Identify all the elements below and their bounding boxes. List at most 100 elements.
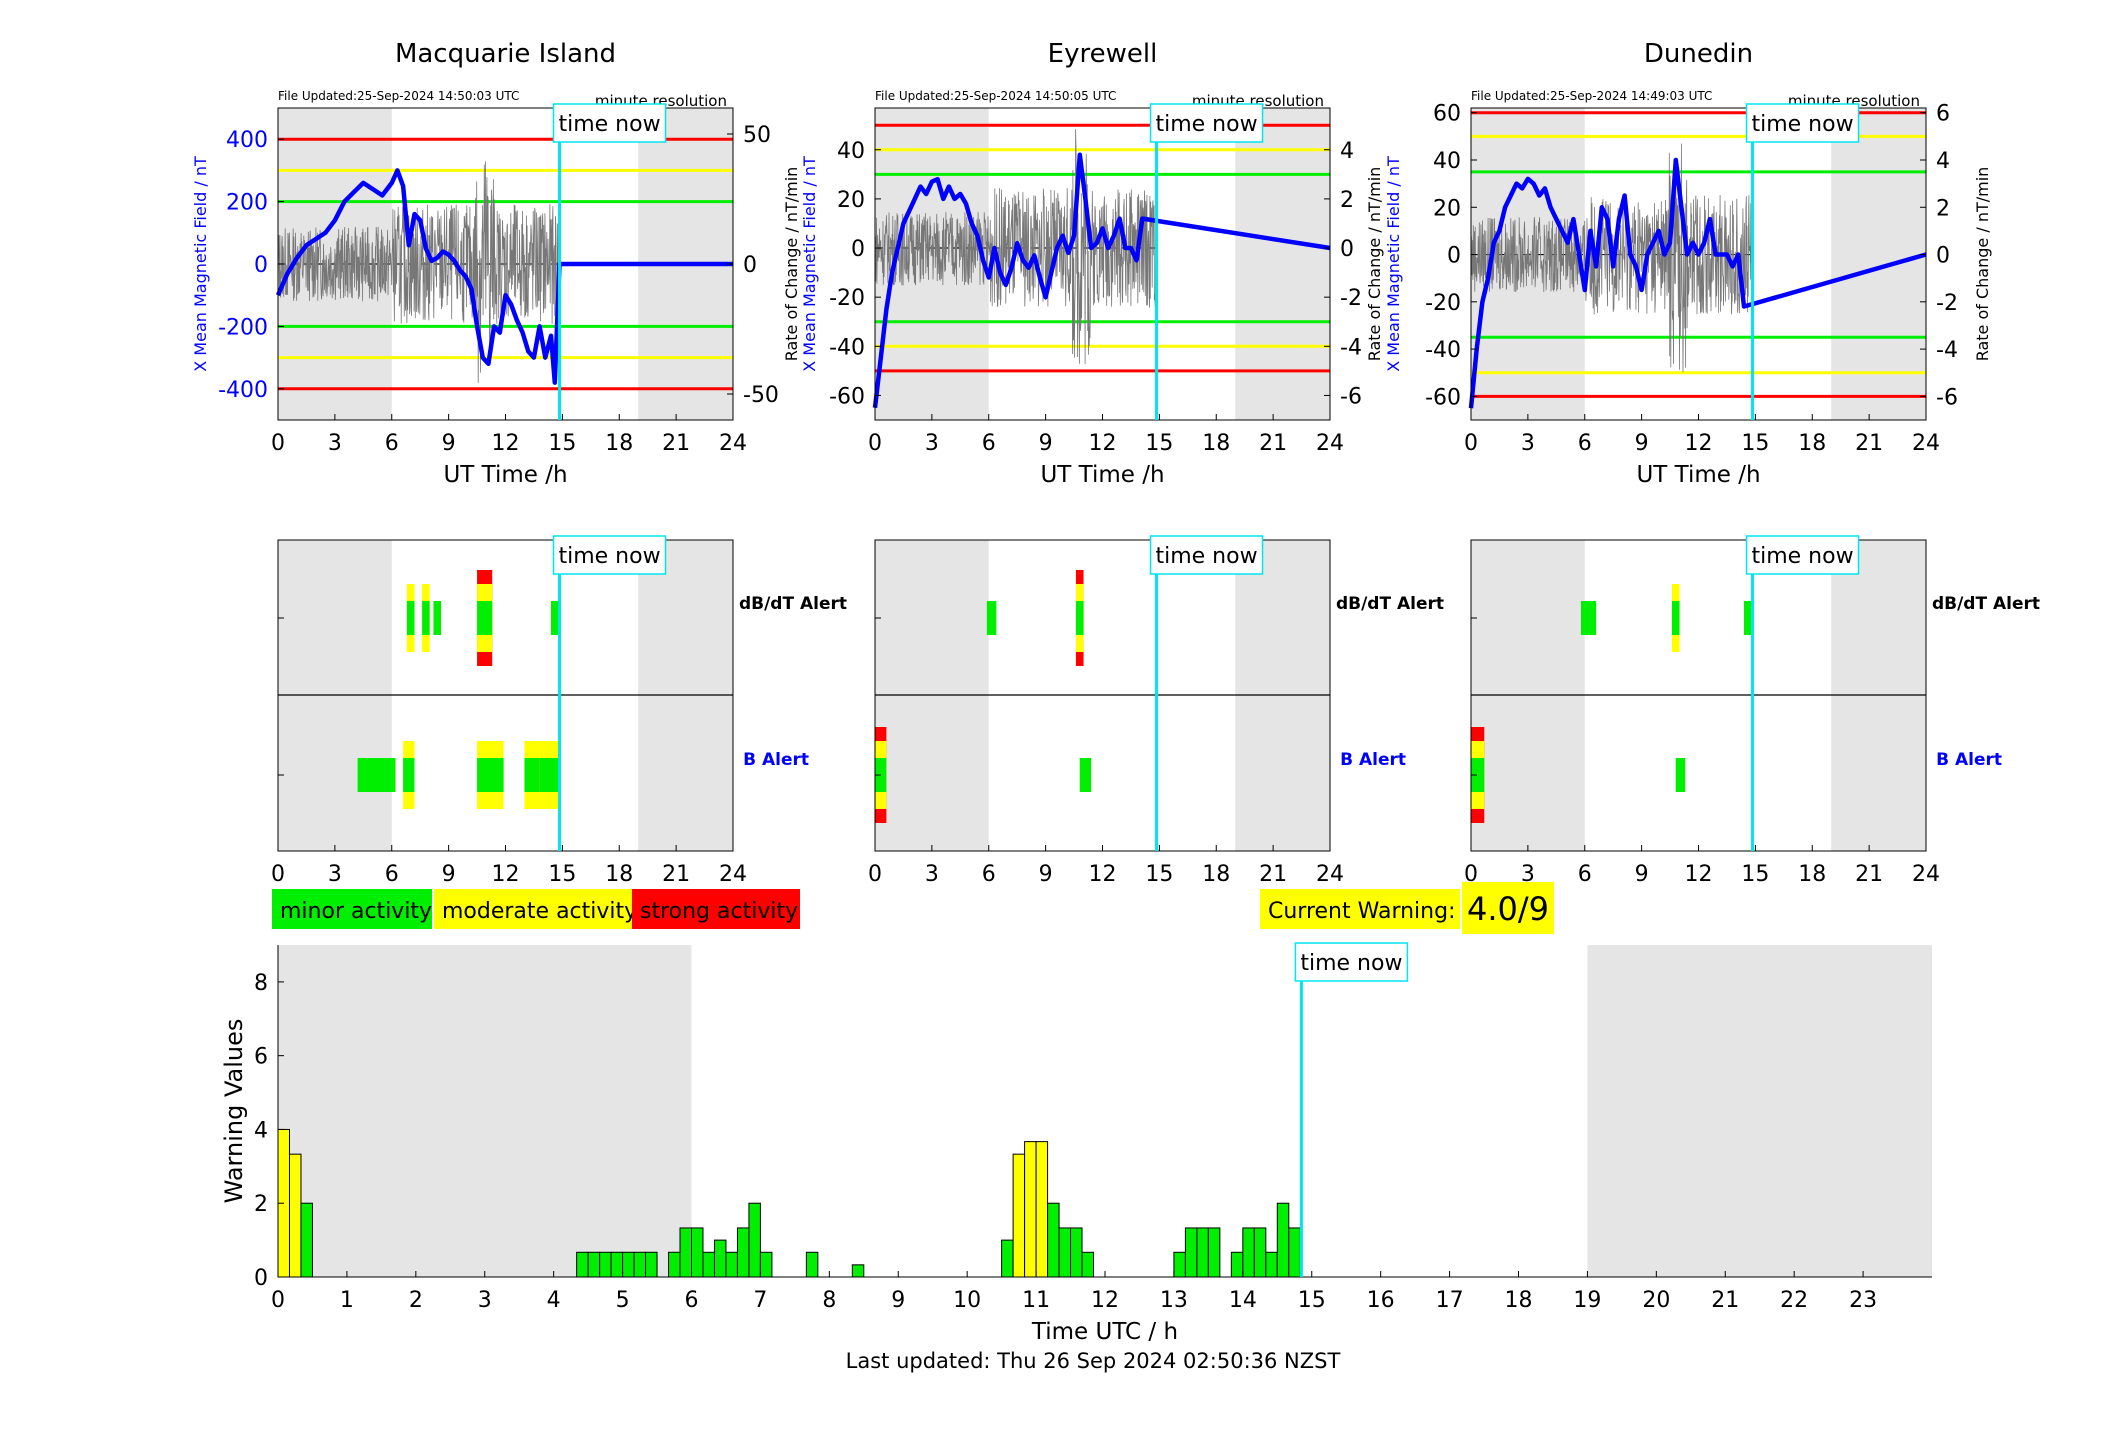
- x-tick-label: 12: [1091, 1288, 1119, 1313]
- x-tick-label: 24: [1912, 431, 1940, 456]
- y-right-axis-label-alt: Rate of Change / nT/min: [782, 167, 801, 362]
- warning-bar: [633, 1251, 647, 1278]
- x-tick-label: 19: [1573, 1288, 1601, 1313]
- y-left-tick-label: -20: [829, 286, 865, 311]
- y-tick-label: 4: [254, 1118, 268, 1143]
- rate-of-change-series: [277, 161, 560, 383]
- time-now-box: [1745, 103, 1860, 143]
- activity-legend: minor activity moderate activity strong ac…: [272, 889, 800, 929]
- x-tick-label: 21: [662, 862, 690, 887]
- x-tick-label: 3: [925, 431, 939, 456]
- time-now-box: [552, 535, 667, 575]
- y-left-tick-label: -200: [218, 315, 268, 340]
- warning-bar: [1173, 1251, 1186, 1278]
- y-left-tick-label: 0: [1447, 244, 1461, 269]
- x-tick-label: 15: [548, 862, 576, 887]
- x-tick-label: 18: [605, 862, 633, 887]
- x-tick-label: 9: [1039, 431, 1053, 456]
- time-now-label: time now: [1155, 112, 1257, 137]
- warning-bar: [576, 1251, 589, 1278]
- current-warning-value-box: [1462, 882, 1554, 934]
- y-left-tick-label: -400: [218, 378, 268, 403]
- x-tick-label: 15: [1145, 431, 1173, 456]
- x-axis-label: UT Time /h: [1636, 462, 1760, 488]
- time-now-box: [552, 103, 667, 143]
- x-tick-label: 11: [1022, 1288, 1050, 1313]
- y-right-axis-label: Rate of Change / nT/min: [1365, 167, 1384, 362]
- night-shade: [278, 945, 692, 1277]
- warning-bar: [1184, 1227, 1198, 1278]
- x-tick-label: 9: [891, 1288, 905, 1313]
- x-tick-label: 5: [616, 1288, 630, 1313]
- current-warning-value: 4.0/9: [1467, 890, 1549, 928]
- warning-bar: [702, 1251, 715, 1278]
- warning-bar: [288, 1153, 302, 1278]
- x-tick-label: 24: [1316, 862, 1344, 887]
- y-left-tick-label: 200: [226, 191, 268, 216]
- warning-bar: [668, 1251, 681, 1278]
- y-tick-label: 0: [254, 1266, 268, 1291]
- y-left-tick-label: -40: [1425, 338, 1461, 363]
- y-left-axis-label: X Mean Magnetic Field / nT: [1384, 156, 1403, 372]
- y-right-tick-label: 2: [1936, 196, 1950, 221]
- warning-bar: [851, 1264, 865, 1278]
- x-tick-label: 15: [1741, 862, 1769, 887]
- magnetic-field-series: [872, 152, 1331, 408]
- x-tick-label: 13: [1160, 1288, 1188, 1313]
- time-now-label: time now: [1751, 544, 1853, 569]
- time-now-label: time now: [558, 112, 660, 137]
- b-alert-block-minor: [524, 758, 540, 792]
- b-alert-label: B Alert: [743, 750, 809, 770]
- y-left-axis-label: X Mean Magnetic Field / nT: [800, 156, 819, 372]
- x-tick-label: 21: [1855, 862, 1883, 887]
- legend-swatch: [632, 889, 800, 929]
- current-warning-label: Current Warning:: [1268, 899, 1455, 924]
- x-tick-label: 12: [1685, 431, 1713, 456]
- x-tick-label: 0: [271, 862, 285, 887]
- x-tick-label: 9: [1635, 431, 1649, 456]
- x-tick-label: 12: [492, 431, 520, 456]
- x-tick-label: 3: [328, 862, 342, 887]
- legend-label: strong activity: [640, 899, 798, 924]
- x-tick-label: 9: [1039, 862, 1053, 887]
- y-left-tick-label: 0: [254, 253, 268, 278]
- warning-bar: [1035, 1141, 1049, 1278]
- y-right-tick-label: 6: [1936, 102, 1950, 127]
- y-right-tick-label: 0: [743, 253, 757, 278]
- time-now-label: time now: [1751, 112, 1853, 137]
- x-tick-label: 0: [868, 431, 882, 456]
- station-panel-0: Macquarie Island 400 200 0 -200 -400 50 0 -50 0 3 6…: [191, 39, 847, 887]
- x-tick-label: 16: [1367, 1288, 1395, 1313]
- warning-bar: [1265, 1251, 1278, 1278]
- warning-bar: [1024, 1141, 1037, 1278]
- dbdt-alert-block-minor: [986, 601, 997, 635]
- dbdt-alert-label: dB/dT Alert: [1336, 594, 1444, 614]
- b-alert-block-minor: [403, 758, 415, 792]
- dbdt-alert-block-minor: [422, 601, 430, 635]
- x-tick-label: 15: [1298, 1288, 1326, 1313]
- x-tick-label: 2: [409, 1288, 423, 1313]
- night-shade: [1587, 945, 1932, 1277]
- warning-x-axis-label: Time UTC / h: [1031, 1319, 1178, 1345]
- file-updated-text: File Updated:25-Sep-2024 14:50:03 UTC: [278, 89, 519, 103]
- warning-bar: [1081, 1251, 1095, 1278]
- warning-bar: [1242, 1227, 1255, 1278]
- warning-bar: [1230, 1251, 1244, 1278]
- dbdt-alert-label: dB/dT Alert: [739, 594, 847, 614]
- warning-bar: [599, 1251, 612, 1278]
- x-tick-label: 12: [1685, 862, 1713, 887]
- y-right-tick-label: -6: [1936, 385, 1958, 410]
- y-right-tick-label: 0: [1936, 244, 1950, 269]
- time-now-box: [1294, 942, 1409, 982]
- file-updated-text: File Updated:25-Sep-2024 14:50:05 UTC: [875, 89, 1116, 103]
- x-tick-label: 0: [1464, 431, 1478, 456]
- x-tick-label: 24: [1912, 862, 1940, 887]
- warning-bar: [691, 1227, 704, 1278]
- rate-of-change-series: [1470, 143, 1753, 373]
- x-tick-label: 15: [548, 431, 576, 456]
- x-tick-label: 12: [1089, 431, 1117, 456]
- time-now-box: [1149, 103, 1264, 143]
